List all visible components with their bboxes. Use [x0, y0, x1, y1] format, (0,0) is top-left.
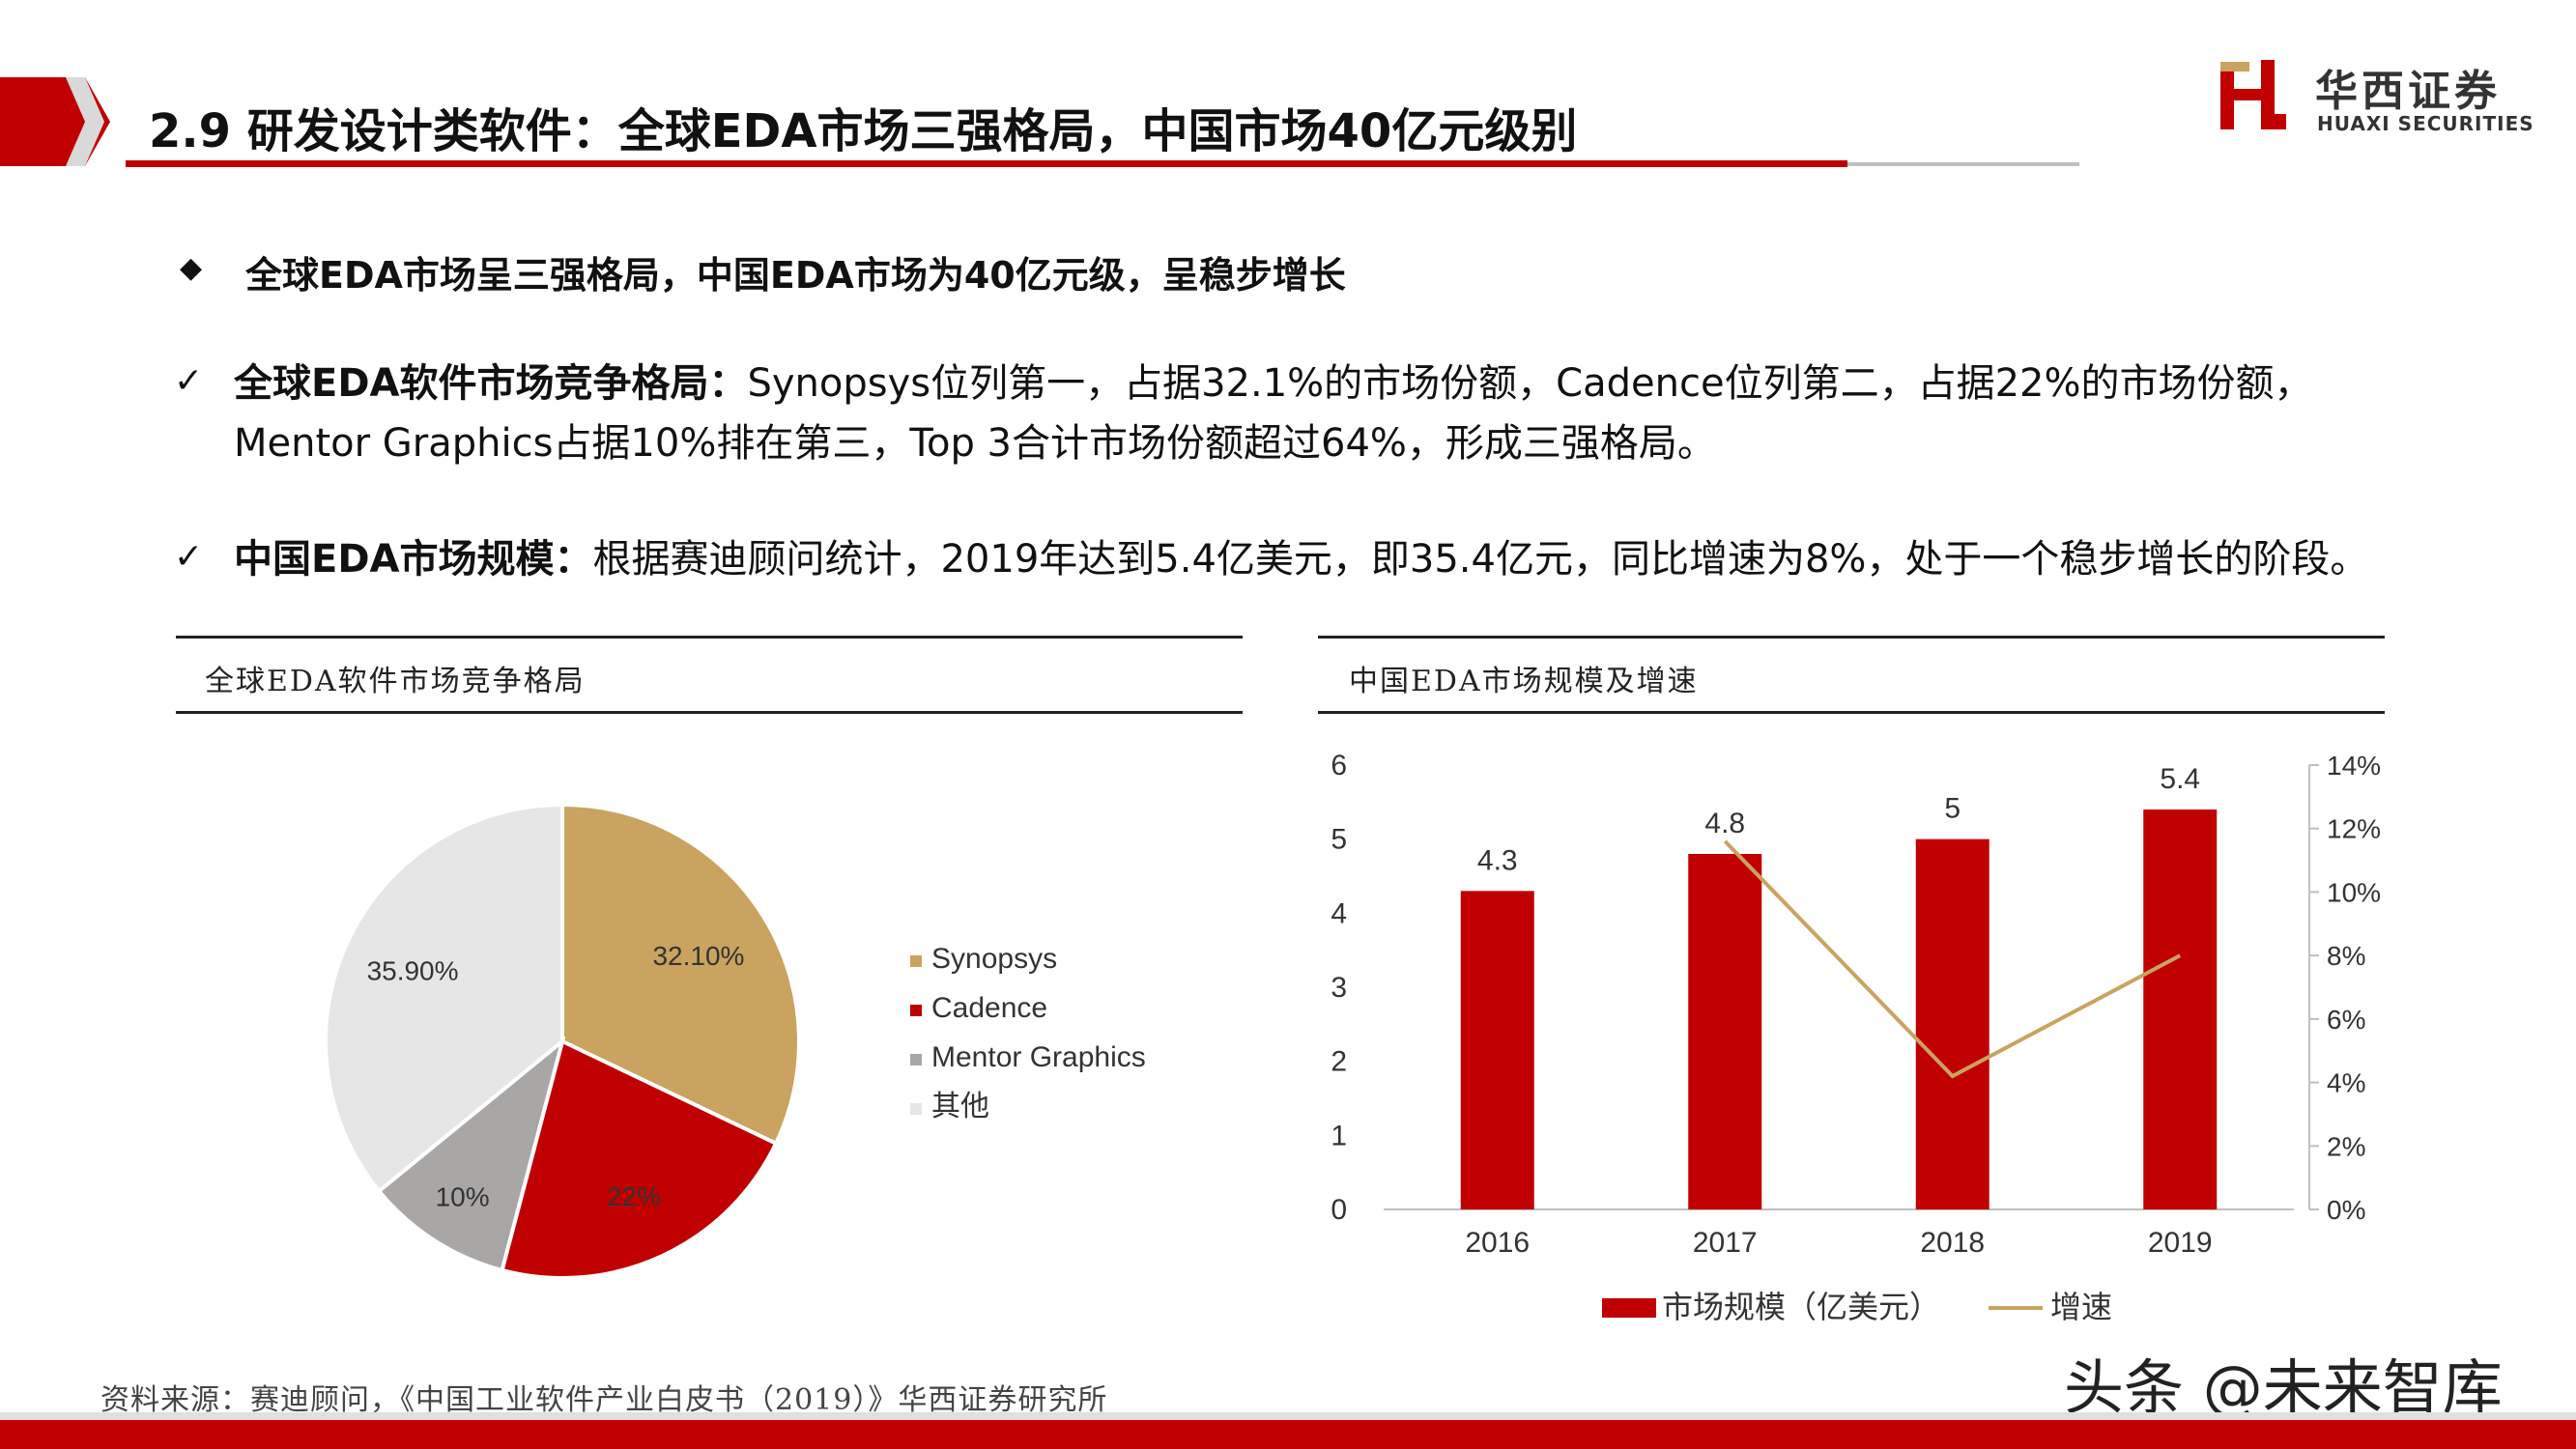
point-text: 根据赛迪顾问统计，2019年达到5.4亿美元，即35.4亿元，同比增速为8%，处…	[592, 537, 2369, 582]
y-left-tick-label: 0	[1331, 1194, 1347, 1226]
y-right-tick-label: 0%	[2327, 1195, 2365, 1225]
legend-swatch	[910, 1054, 922, 1065]
pie-data-label: 10%	[436, 1182, 490, 1212]
y-right-tick-label: 14%	[2327, 751, 2381, 781]
pie-slice-3	[376, 1036, 566, 1273]
page-title: 2.9 研发设计类软件：全球EDA市场三强格局，中国市场40亿元级别	[149, 104, 1578, 158]
point-text: Synopsys位列第一，占据32.1%的市场份额，Cadence位列第二，占据…	[234, 361, 2313, 466]
bar-chart-title: 中国EDA市场规模及增速	[1349, 665, 1699, 698]
legend-swatch	[910, 955, 922, 967]
y-left-tick-label: 1	[1331, 1120, 1347, 1151]
legend-swatch	[910, 1103, 922, 1115]
legend-label-bar: 市场规模（亿美元）	[1662, 1290, 1940, 1324]
huaxi-logo-icon	[2220, 60, 2286, 129]
y-right-tick-label: 8%	[2327, 941, 2365, 971]
point-label: 中国EDA市场规模：	[234, 537, 593, 582]
legend-label: Synopsys	[931, 943, 1057, 975]
pie-data-label: 35.90%	[367, 955, 459, 985]
legend-swatch-bar	[1602, 1298, 1656, 1318]
y-left-tick-label: 6	[1331, 750, 1347, 781]
pie-slice-2	[500, 1038, 779, 1280]
x-tick-label: 2018	[1920, 1227, 1985, 1259]
source-note: 资料来源：赛迪顾问，《中国工业软件产业白皮书（2019）》华西证券研究所	[100, 1383, 1108, 1417]
check-icon: ✓	[174, 537, 204, 577]
legend-label-line: 增速	[2050, 1290, 2112, 1324]
y-left-tick-label: 3	[1331, 972, 1347, 1004]
y-right-tick-label: 10%	[2327, 877, 2381, 907]
title-underline	[126, 160, 1847, 167]
bar-data-label: 5	[1944, 793, 1961, 825]
bar-2017	[1688, 854, 1762, 1209]
y-right-tick-label: 12%	[2327, 814, 2381, 844]
point-label: 全球EDA软件市场竞争格局：	[234, 361, 748, 406]
x-tick-label: 2017	[1693, 1227, 1758, 1259]
pie-slice-4	[324, 802, 564, 1194]
header-accent-tab	[0, 77, 85, 166]
growth-line	[1723, 839, 2182, 1079]
pie-chart-title: 全球EDA软件市场竞争格局	[205, 665, 586, 698]
watermark: 头条 @未来智库	[2064, 1352, 2503, 1423]
point-china-eda: 中国EDA市场规模：根据赛迪顾问统计，2019年达到5.4亿美元，即35.4亿元…	[234, 529, 2437, 589]
panel-top-rule	[176, 636, 1243, 639]
logo-text-cn: 华西证券	[2315, 67, 2501, 116]
pie-data-label: 22%	[607, 1181, 661, 1211]
summary-text: 全球EDA市场呈三强格局，中国EDA市场为40亿元级，呈稳步增长	[245, 254, 1346, 297]
footer-bar	[0, 1420, 2576, 1449]
panel-top-rule	[1318, 636, 2385, 639]
y-left-tick-label: 5	[1331, 824, 1347, 856]
y-right-tick-label: 2%	[2327, 1131, 2365, 1161]
legend-label: Mentor Graphics	[931, 1041, 1146, 1073]
x-tick-label: 2019	[2148, 1227, 2213, 1259]
logo-text-en: HUAXI SECURITIES	[2317, 112, 2534, 135]
y-right-tick-label: 6%	[2327, 1005, 2365, 1035]
footer-divider	[0, 1412, 2576, 1420]
pie-slice-1	[560, 802, 801, 1147]
pie-chart: 32.10% 22% 10% 35.90% Synopsys Cadence Mentor…	[324, 802, 1146, 1280]
y-right-tick-label: 4%	[2327, 1068, 2365, 1098]
panel-title-rule	[176, 711, 1243, 714]
bar-2018	[1915, 838, 1989, 1209]
y-left-tick-label: 4	[1331, 897, 1347, 929]
bar-line-chart: 0 1 2 3 4 5 6 0% 2% 4% 6% 8% 10% 12% 14% 2016 2017 2018 20…	[1331, 750, 2381, 1324]
bar-data-label: 4.3	[1477, 844, 1518, 876]
x-tick-label: 2016	[1465, 1227, 1530, 1259]
bar-data-label: 4.8	[1704, 808, 1745, 839]
pie-data-label: 32.10%	[652, 941, 744, 971]
legend-label: 其他	[931, 1091, 989, 1122]
point-global-eda: 全球EDA软件市场竞争格局：Synopsys位列第一，占据32.1%的市场份额，…	[234, 354, 2379, 473]
legend-label: Cadence	[931, 992, 1047, 1024]
bar-data-label: 5.4	[2160, 763, 2200, 795]
bar-2019	[2143, 810, 2218, 1209]
panel-title-rule	[1318, 711, 2385, 714]
diamond-icon: ◆	[180, 251, 203, 285]
y-left-tick-label: 2	[1331, 1046, 1347, 1078]
bar-2016	[1460, 891, 1534, 1209]
check-icon: ✓	[174, 361, 204, 401]
company-logo: 华西证券 HUAXI SECURITIES	[2218, 56, 2533, 143]
legend-swatch	[910, 1005, 922, 1016]
title-underline-grey	[1847, 162, 2079, 166]
